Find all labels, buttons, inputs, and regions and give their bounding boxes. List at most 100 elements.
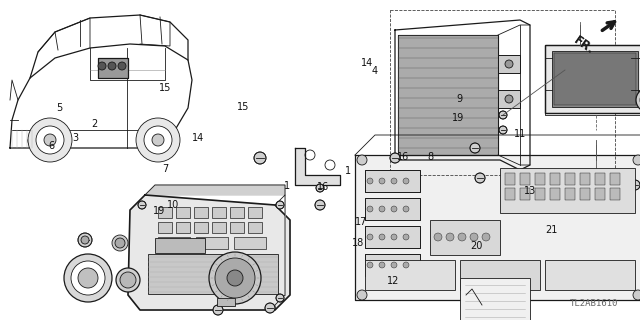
Text: 10: 10 [166,200,179,211]
Text: 13: 13 [524,186,536,196]
Circle shape [434,233,442,241]
Circle shape [316,184,324,192]
Bar [535,188,545,200]
Text: 5: 5 [56,103,63,113]
Bar [98,58,128,78]
Circle shape [391,262,397,268]
Circle shape [357,155,367,165]
Circle shape [623,195,633,205]
Bar [610,188,620,200]
Bar [552,51,638,107]
Circle shape [403,234,409,240]
Text: TL2AB1610: TL2AB1610 [570,299,618,308]
Bar [230,207,244,218]
Text: 6: 6 [48,140,54,151]
Bar [520,188,530,200]
Polygon shape [145,185,285,195]
Circle shape [379,206,385,212]
Text: 17: 17 [355,217,368,228]
Circle shape [118,62,126,70]
Circle shape [499,111,507,119]
Circle shape [116,268,140,292]
Bar [365,260,455,290]
Bar [194,207,208,218]
Text: 20: 20 [470,241,483,251]
Text: 12: 12 [387,276,400,286]
Circle shape [44,134,56,146]
Circle shape [636,88,640,112]
Bar [212,222,226,233]
Circle shape [227,270,243,286]
Circle shape [499,126,507,134]
Text: 21: 21 [545,225,558,235]
Bar [365,226,420,248]
Bar [430,220,500,255]
Circle shape [78,268,98,288]
Circle shape [138,201,146,209]
Bar [520,173,530,185]
Circle shape [505,60,513,68]
Circle shape [633,155,640,165]
Text: 8: 8 [428,152,434,162]
Circle shape [403,262,409,268]
Bar [390,10,615,175]
Bar [498,55,520,73]
Bar [196,237,228,249]
Text: 1: 1 [284,180,290,191]
Text: 9: 9 [456,93,463,104]
Circle shape [379,262,385,268]
Circle shape [71,261,105,295]
Bar [148,254,278,294]
Bar [460,278,530,320]
Circle shape [28,118,72,162]
Bar [545,45,640,113]
Circle shape [276,201,284,209]
Circle shape [367,206,373,212]
Circle shape [458,233,466,241]
Bar [365,170,420,192]
Circle shape [136,118,180,162]
Bar [550,173,560,185]
Bar [580,188,590,200]
Circle shape [98,62,106,70]
Circle shape [112,235,128,251]
Circle shape [470,143,480,153]
Bar [365,170,420,192]
Bar [155,238,205,253]
Bar [194,222,208,233]
Polygon shape [398,35,498,155]
Circle shape [152,134,164,146]
Circle shape [633,290,640,300]
Bar [158,237,190,249]
Text: 2: 2 [92,119,98,129]
Text: 15: 15 [159,83,172,93]
Bar [498,90,520,108]
Circle shape [391,206,397,212]
Bar [565,173,575,185]
Circle shape [120,272,136,288]
Bar [505,173,515,185]
Text: 14: 14 [192,132,205,143]
Circle shape [391,178,397,184]
Circle shape [482,233,490,241]
Text: 19: 19 [152,206,165,216]
Text: 14: 14 [360,58,373,68]
Circle shape [213,305,223,315]
Bar [234,237,266,249]
Circle shape [144,126,172,154]
Bar [545,260,635,290]
Circle shape [265,303,275,313]
Circle shape [367,234,373,240]
Text: 16: 16 [317,182,330,192]
Bar [460,260,540,290]
Bar [565,188,575,200]
Bar [176,222,190,233]
Bar [217,298,235,306]
Text: 15: 15 [237,102,250,112]
Circle shape [254,152,266,164]
Circle shape [367,178,373,184]
Text: 19: 19 [451,113,464,124]
Bar [98,58,128,78]
Bar [365,198,420,220]
Bar [365,226,420,248]
